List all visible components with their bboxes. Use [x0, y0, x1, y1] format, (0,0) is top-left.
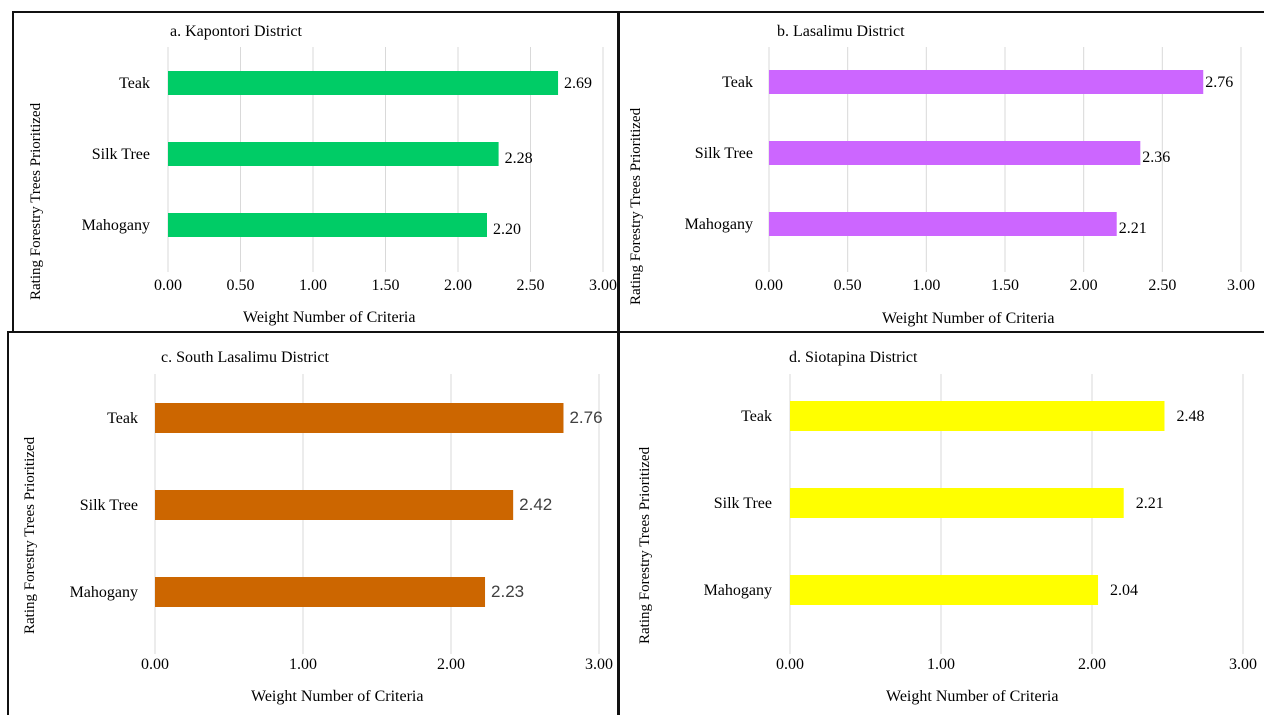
category-label: Mahogany [704, 582, 772, 599]
x-axis-label: Weight Number of Criteria [886, 688, 1059, 705]
x-tick-label: 3.00 [1229, 656, 1257, 673]
bar [155, 490, 514, 520]
category-label: Teak [119, 75, 150, 92]
panel-border [12, 11, 620, 333]
x-tick-label: 0.00 [776, 656, 804, 673]
bar [769, 212, 1117, 236]
plot-area: 0.00 0.50 1.00 1.50 2.00 2.50 3.00 Teak 2.76 Silk… [685, 47, 1255, 294]
x-tick-label: 2.00 [1078, 656, 1106, 673]
x-tick-label: 0.50 [227, 277, 255, 294]
x-axis-label: Weight Number of Criteria [243, 309, 416, 326]
chart-panel-south-lasalimu: c. South Lasalimu District Rating Forest… [9, 332, 616, 714]
data-label: 2.20 [493, 221, 521, 238]
chart-title: b. Lasalimu District [777, 23, 905, 40]
category-label: Mahogany [685, 216, 753, 233]
plot-area: 0.00 0.50 1.00 1.50 2.00 2.50 3.00 Teak 2.69 Silk… [82, 47, 617, 294]
data-label: 2.23 [491, 582, 524, 601]
bar [168, 71, 559, 95]
x-tick-label: 1.00 [299, 277, 327, 294]
panel-border [7, 331, 620, 715]
category-label: Teak [722, 74, 753, 91]
bar [155, 403, 564, 433]
plot-area: 0.00 1.00 2.00 3.00 Teak 2.76 Silk Tree 2.42 Mah… [70, 374, 613, 673]
data-label: 2.76 [569, 408, 602, 427]
x-tick-label: 2.50 [1148, 277, 1176, 294]
data-label: 2.21 [1136, 495, 1164, 512]
data-label: 2.69 [564, 75, 592, 92]
x-tick-label: 1.50 [372, 277, 400, 294]
x-tick-label: 2.00 [437, 656, 465, 673]
category-label: Silk Tree [92, 146, 150, 163]
data-label: 2.21 [1119, 220, 1147, 237]
category-label: Mahogany [70, 584, 138, 601]
x-tick-label: 1.00 [289, 656, 317, 673]
x-tick-label: 0.50 [834, 277, 862, 294]
category-label: Silk Tree [80, 497, 138, 514]
x-tick-label: 0.00 [141, 656, 169, 673]
x-axis-label: Weight Number of Criteria [882, 310, 1055, 327]
x-tick-label: 3.00 [589, 277, 617, 294]
chart-title: a. Kapontori District [170, 23, 302, 40]
category-label: Silk Tree [695, 145, 753, 162]
bar [168, 213, 487, 237]
bar [769, 141, 1141, 165]
x-tick-label: 2.00 [1070, 277, 1098, 294]
x-tick-label: 1.50 [991, 277, 1019, 294]
data-label: 2.28 [505, 150, 533, 167]
panel-border [617, 331, 1264, 715]
bar [155, 577, 486, 607]
data-label: 2.76 [1205, 74, 1233, 91]
bar [168, 142, 499, 166]
x-tick-label: 0.00 [755, 277, 783, 294]
panel-border [617, 11, 1264, 333]
category-label: Teak [741, 408, 772, 425]
x-tick-label: 0.00 [154, 277, 182, 294]
category-label: Mahogany [82, 217, 150, 234]
bar [790, 401, 1165, 431]
chart-panel-lasalimu: b. Lasalimu District Rating Forestry Tre… [619, 12, 1263, 330]
chart-title: c. South Lasalimu District [161, 349, 329, 366]
x-tick-label: 2.00 [444, 277, 472, 294]
x-tick-label: 1.00 [927, 656, 955, 673]
x-tick-label: 2.50 [517, 277, 545, 294]
category-label: Silk Tree [714, 495, 772, 512]
data-label: 2.48 [1176, 408, 1204, 425]
x-tick-label: 3.00 [1227, 277, 1255, 294]
chart-title: d. Siotapina District [789, 349, 918, 366]
chart-panel-kapontori: a. Kapontori District Rating Forestry Tr… [12, 12, 617, 330]
x-tick-label: 3.00 [585, 656, 613, 673]
chart-panel-siotapina: d. Siotapina District Rating Forestry Tr… [619, 332, 1263, 714]
data-label: 2.36 [1142, 149, 1170, 166]
data-label: 2.42 [519, 495, 552, 514]
data-label: 2.04 [1110, 582, 1138, 599]
category-label: Teak [107, 410, 138, 427]
plot-area: 0.00 1.00 2.00 3.00 Teak 2.48 Silk Tree 2.21 Mah… [704, 374, 1257, 673]
bar [790, 488, 1124, 518]
bar [769, 70, 1204, 94]
bar [790, 575, 1099, 605]
x-tick-label: 1.00 [912, 277, 940, 294]
x-axis-label: Weight Number of Criteria [251, 688, 424, 705]
